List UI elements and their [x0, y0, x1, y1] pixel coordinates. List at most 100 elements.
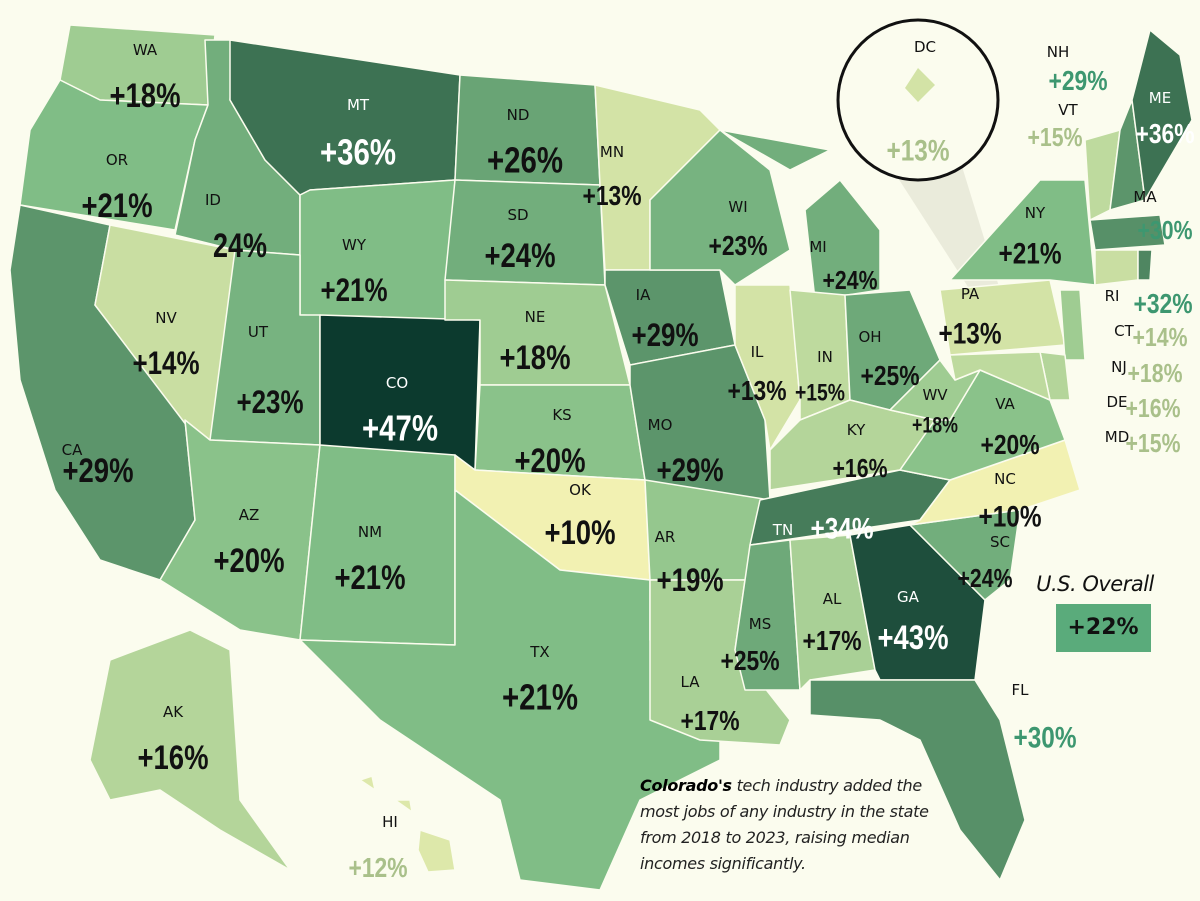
state-value-ky: +16% [833, 453, 888, 483]
state-name-mo: MO [648, 416, 673, 434]
state-name-ky: KY [847, 421, 866, 439]
state-value-ks: +20% [515, 442, 586, 480]
state-ri[interactable] [1137, 249, 1153, 281]
state-mi[interactable] [719, 129, 881, 301]
state-al[interactable] [789, 534, 876, 691]
state-value-id: 24% [213, 227, 267, 265]
state-value-co: +47% [362, 408, 438, 449]
state-name-mn: MN [600, 143, 624, 161]
state-name-ak: AK [163, 703, 184, 721]
state-name-co: CO [386, 374, 408, 392]
state-shapes [9, 24, 1193, 891]
caption-bold: Colorado's [640, 776, 732, 795]
state-name-va: VA [995, 395, 1015, 413]
state-value-al: +17% [803, 625, 862, 656]
state-name-ms: MS [749, 615, 771, 633]
legend-title: U.S. Overall [1036, 572, 1154, 596]
state-fl[interactable] [809, 679, 1026, 881]
state-ny[interactable] [949, 179, 1096, 286]
state-value-de: +16% [1126, 393, 1181, 423]
state-value-ak: +16% [138, 739, 209, 777]
state-name-sd: SD [507, 206, 528, 224]
state-value-ny: +21% [999, 238, 1062, 271]
state-value-tx: +21% [502, 677, 578, 718]
state-ak[interactable] [89, 629, 291, 871]
state-name-ri: RI [1105, 287, 1120, 305]
state-value-ia: +29% [632, 317, 699, 353]
state-name-wv: WV [922, 386, 948, 404]
state-name-la: LA [681, 673, 701, 691]
state-value-ms: +25% [721, 645, 780, 676]
state-value-nh: +29% [1049, 65, 1108, 96]
dc-inset-pointer [880, 150, 1000, 290]
caption: Colorado's tech industry added the most … [640, 773, 960, 877]
state-value-oh: +25% [861, 360, 920, 391]
legend-overall-value: +22% [1055, 604, 1151, 652]
state-labels: WA+18%OR+21%CA+29%NV+14%ID24%MT+36%WY+21… [62, 38, 1195, 883]
state-name-ct: CT [1114, 322, 1134, 340]
state-value-ga: +43% [878, 619, 949, 657]
state-name-wi: WI [728, 198, 747, 216]
state-value-il: +13% [728, 375, 787, 406]
state-ct[interactable] [1094, 249, 1139, 286]
state-name-sc: SC [990, 533, 1010, 551]
state-name-vt: VT [1058, 101, 1078, 119]
state-value-pa: +13% [939, 318, 1002, 351]
state-value-nc: +10% [979, 501, 1042, 534]
state-value-nj: +18% [1128, 358, 1183, 388]
state-value-va: +20% [981, 429, 1040, 460]
state-value-wv: +18% [912, 413, 958, 438]
state-me[interactable] [1131, 29, 1193, 201]
state-nj[interactable] [1059, 289, 1086, 361]
state-wi[interactable] [649, 129, 791, 286]
state-name-md: MD [1105, 428, 1130, 446]
state-name-ga: GA [897, 588, 920, 606]
state-value-ma: +30% [1138, 215, 1193, 245]
state-hi[interactable] [359, 775, 456, 873]
state-name-wa: WA [133, 41, 158, 59]
state-name-ia: IA [636, 286, 651, 304]
state-name-mi: MI [809, 238, 826, 256]
state-name-wy: WY [342, 236, 367, 254]
state-value-wy: +21% [321, 272, 388, 308]
state-ma[interactable] [1089, 214, 1166, 251]
state-value-sd: +24% [485, 237, 556, 275]
state-name-ar: AR [655, 528, 676, 546]
state-dc[interactable] [905, 68, 935, 102]
state-name-fl: FL [1012, 681, 1030, 699]
state-name-ut: UT [248, 323, 269, 341]
state-value-mo: +29% [657, 452, 724, 488]
state-name-me: ME [1149, 89, 1171, 107]
state-value-mi: +24% [823, 265, 878, 295]
state-value-vt: +15% [1028, 122, 1083, 152]
state-value-dc: +13% [887, 135, 950, 168]
state-value-mt: +36% [320, 132, 396, 173]
state-name-pa: PA [961, 285, 980, 303]
state-name-ks: KS [552, 406, 571, 424]
state-name-tn: TN [772, 521, 793, 539]
state-value-md: +15% [1126, 428, 1181, 458]
state-md[interactable] [949, 351, 1051, 401]
state-name-il: IL [751, 343, 764, 361]
state-name-nv: NV [155, 309, 177, 327]
state-name-nm: NM [358, 523, 382, 541]
state-value-wi: +23% [709, 230, 768, 261]
state-name-nd: ND [507, 106, 530, 124]
state-name-az: AZ [239, 506, 260, 524]
state-name-nj: NJ [1111, 358, 1127, 376]
state-name-tx: TX [529, 643, 549, 661]
state-value-ut: +23% [237, 384, 304, 420]
state-name-id: ID [205, 191, 221, 209]
state-value-az: +20% [214, 542, 285, 580]
state-value-mn: +13% [583, 180, 642, 211]
state-name-mt: MT [347, 96, 370, 114]
state-nm[interactable] [299, 444, 456, 646]
state-name-ma: MA [1133, 188, 1157, 206]
state-name-or: OR [106, 151, 128, 169]
state-name-al: AL [823, 590, 842, 608]
state-value-ne: +18% [500, 339, 571, 377]
state-value-hi: +12% [349, 852, 408, 883]
state-name-in: IN [817, 348, 833, 366]
state-value-ok: +10% [545, 514, 616, 552]
state-name-ca: CA [62, 441, 83, 459]
